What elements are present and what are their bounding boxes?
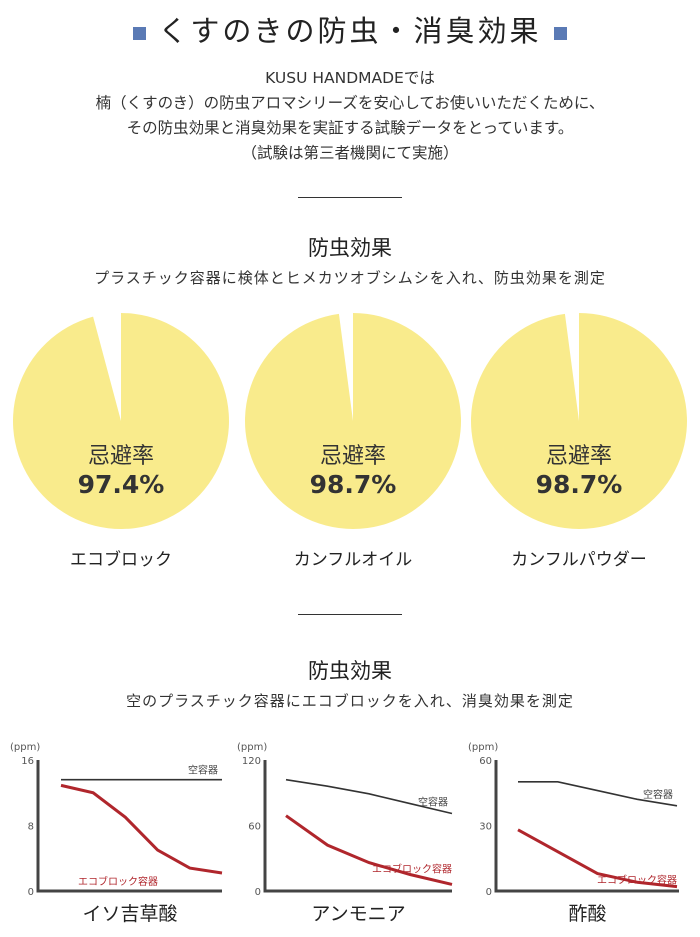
series-line [518,781,678,807]
y-unit-label: (ppm) [237,742,267,753]
intro-line: （試験は第三者機関にて実施） [241,144,459,162]
pie-slice-main [244,313,461,529]
series-label: 空容器 [418,795,448,808]
intro-line: KUSU HANDMADEでは [265,69,435,87]
pie-center-text: 忌避率 97.4% [11,438,231,499]
pie-slice-main [471,313,687,529]
pie-value: 97.4% [77,470,165,499]
page-title: くすのきの防虫・消臭効果 [0,8,700,50]
section2-title: 防虫効果 [308,659,392,683]
square-bullet-icon [133,26,147,40]
section1-subtitle: プラスチック容器に検体とヒメカツオブシムシを入れ、防虫効果を測定 [94,269,606,287]
series-line [517,828,678,889]
y-tick-label: 0 [255,887,261,898]
y-tick-label: 30 [479,822,492,833]
chart-title: 酢酸 [568,903,606,925]
y-tick-label: 120 [242,756,261,767]
series-label: エコブロック容器 [372,863,452,876]
y-unit-label: (ppm) [468,742,498,753]
y-tick-label: 60 [479,756,492,767]
axes [494,760,679,893]
section2-subtitle: 空のプラスチック容器にエコブロックを入れ、消臭効果を測定 [126,692,574,710]
divider [298,614,402,615]
pie-slice-main [13,313,230,529]
series-label: 空容器 [188,764,218,777]
y-tick-label: 16 [21,756,34,767]
series-line [285,778,453,815]
series-line [285,814,453,886]
chart-title: アンモニア [311,903,405,925]
pie-value: 98.7% [309,470,397,499]
y-unit-label: (ppm) [10,742,40,753]
axes [36,760,222,893]
y-tick-label: 8 [28,822,34,833]
intro-line: 楠（くすのき）の防虫アロマシリーズを安心してお使いいただくために、 [95,94,605,112]
pie-center-text: 忌避率 98.7% [243,438,463,499]
pie-caption: 忌避率 [545,444,612,469]
y-tick-label: 60 [248,822,261,833]
square-bullet-icon [553,26,567,40]
pie-caption: 忌避率 [87,444,154,469]
series-label: 空容器 [643,788,673,801]
series-label: エコブロック容器 [78,875,158,888]
divider [298,197,402,198]
pie-label: カンフルパウダー [511,550,647,570]
section1-title: 防虫効果 [308,236,392,260]
intro-line: その防虫効果と消臭効果を実証する試験データをとっています。 [126,119,574,137]
axes [263,760,452,893]
pie-charts [13,313,687,529]
pie-caption: 忌避率 [319,444,386,469]
pie-label: エコブロック [70,550,172,570]
series-line [60,783,223,875]
pie-center-text: 忌避率 98.7% [469,438,689,499]
chart-title: イソ吉草酸 [82,903,177,925]
title-text: くすのきの防虫・消臭効果 [158,14,542,48]
pie-label: カンフルオイル [293,550,413,570]
y-tick-label: 0 [486,887,492,898]
pie-value: 98.7% [535,470,623,499]
series-label: エコブロック容器 [597,874,677,887]
y-tick-label: 0 [28,887,34,898]
intro-text: KUSU HANDMADEでは 楠（くすのき）の防虫アロマシリーズを安心してお使… [0,66,700,166]
